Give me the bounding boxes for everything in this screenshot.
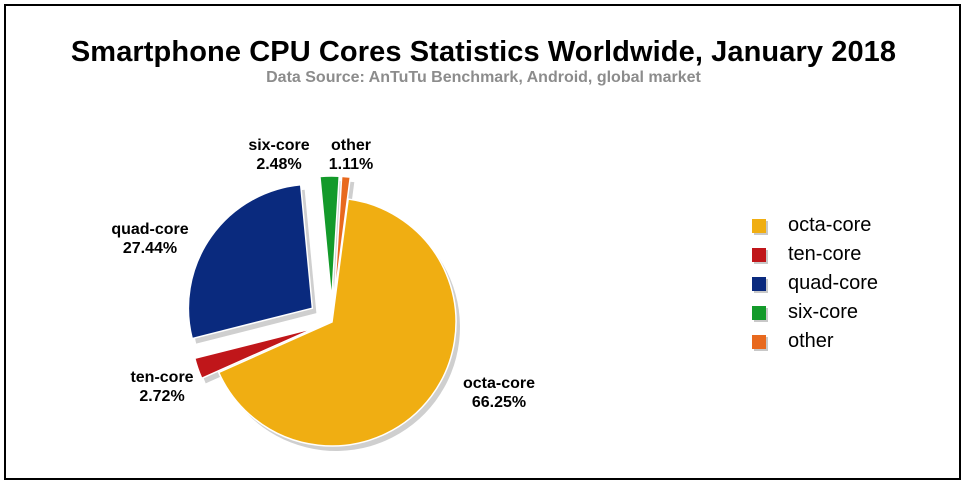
slice-six-core xyxy=(319,175,341,301)
data-label-value-other: 1.11% xyxy=(329,156,373,173)
data-label-name-ten-core: ten-core xyxy=(130,369,193,386)
data-label-value-ten-core: 2.72% xyxy=(139,388,184,405)
legend-item-six-core: six-core xyxy=(752,298,878,327)
slice-other xyxy=(333,175,352,301)
data-label-name-other: other xyxy=(331,137,371,154)
legend-label-quad-core: quad-core xyxy=(788,272,879,294)
legend-item-quad-core: quad-core xyxy=(752,269,878,298)
data-label-value-octa-core: 66.25% xyxy=(472,394,526,411)
data-label-name-quad-core: quad-core xyxy=(111,221,188,238)
slice-octa-core xyxy=(217,198,457,447)
chart-frame xyxy=(4,4,961,480)
chart-title: Smartphone CPU Cores Statistics Worldwid… xyxy=(70,36,897,68)
legend-label-ten-core: ten-core xyxy=(788,243,862,265)
slice-ten-core xyxy=(193,327,316,380)
data-label-value-quad-core: 27.44% xyxy=(123,240,177,257)
legend-item-ten-core: ten-core xyxy=(752,240,878,269)
legend-item-octa-core: octa-core xyxy=(752,211,878,240)
legend-label-octa-core: octa-core xyxy=(788,214,872,236)
legend-label-other: other xyxy=(788,330,834,352)
legend-label-six-core: six-core xyxy=(788,301,859,323)
data-label-name-octa-core: octa-core xyxy=(463,375,535,392)
legend-swatch-octa-core xyxy=(752,218,766,233)
legend-item-other: other xyxy=(752,327,878,356)
data-label-name-six-core: six-core xyxy=(248,137,309,154)
slice-quad-core xyxy=(187,183,314,340)
chart-subtitle: Data Source: AnTuTu Benchmark, Android, … xyxy=(266,69,701,86)
legend-swatch-quad-core xyxy=(752,276,766,291)
legend-swatch-six-core xyxy=(752,305,766,320)
legend-swatch-other xyxy=(752,334,766,349)
legend-swatch-ten-core xyxy=(752,247,766,262)
data-label-value-six-core: 2.48% xyxy=(256,156,301,173)
legend: octa-core ten-core quad-core six-core ot… xyxy=(752,211,878,356)
